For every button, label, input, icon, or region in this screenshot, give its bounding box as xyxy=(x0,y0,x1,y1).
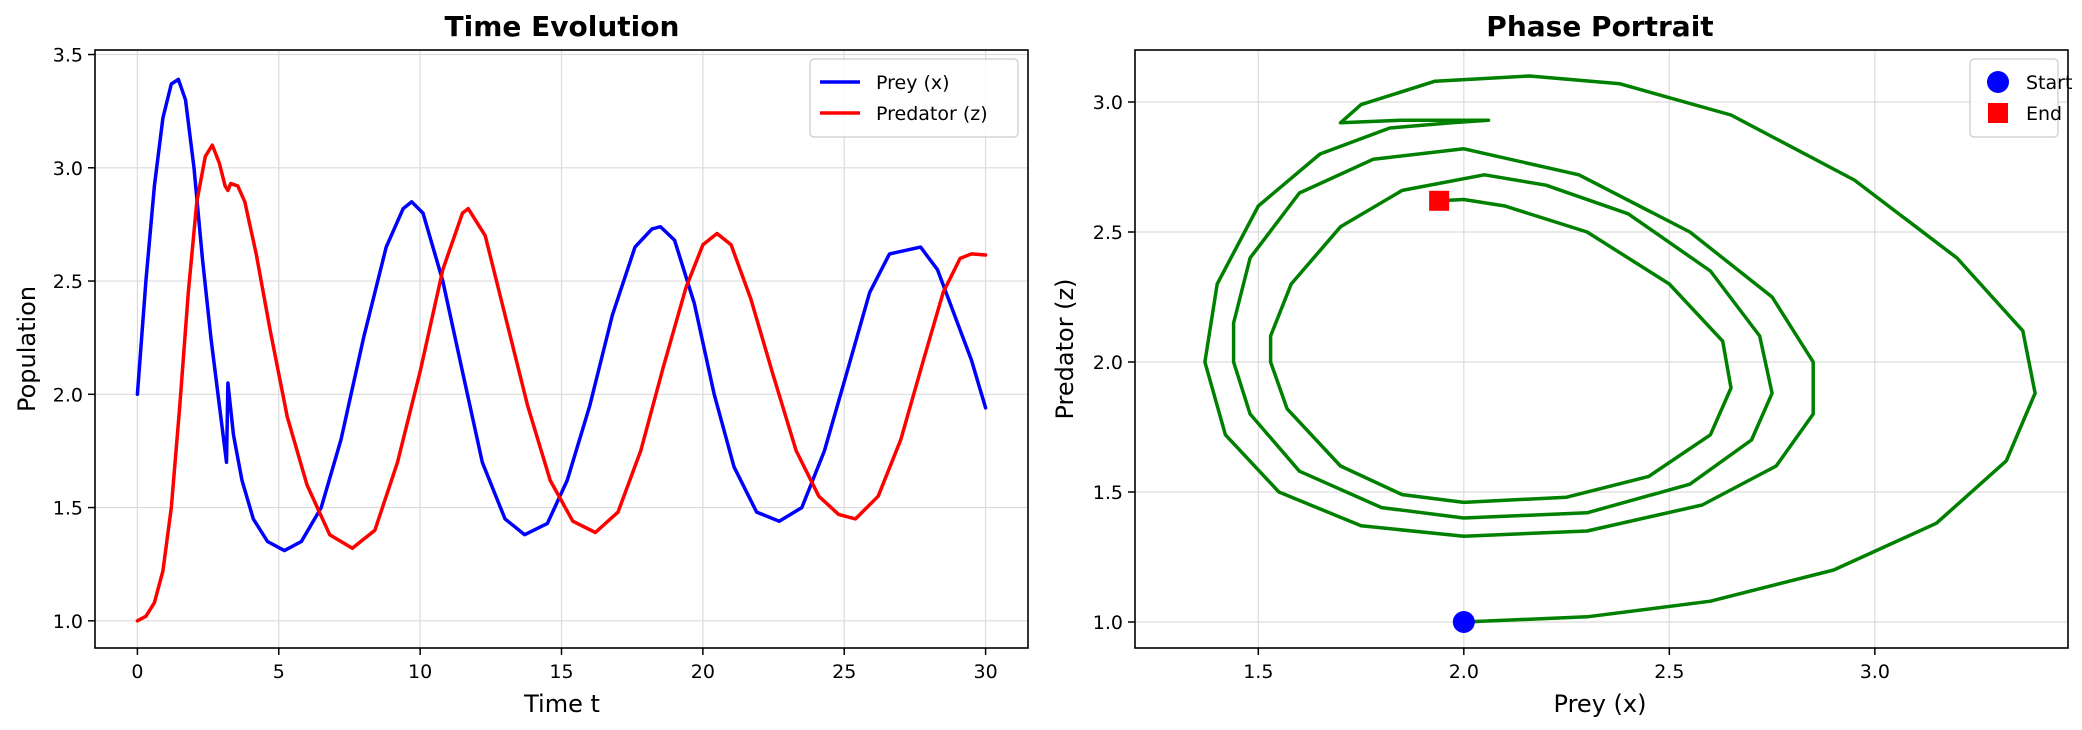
phase-portrait-panel: Phase Portrait 1.5 2.0 2.5 3.0 1.0 1.5 2.0 2.5… xyxy=(1051,10,2072,718)
y-tick-label: 2.0 xyxy=(53,384,83,406)
y-tick-label: 1.5 xyxy=(53,498,83,520)
legend-label: Start xyxy=(2026,72,2072,94)
x-axis-label: Time t xyxy=(523,690,600,718)
chart-title: Phase Portrait xyxy=(1486,10,1713,43)
chart-title: Time Evolution xyxy=(445,10,680,43)
x-axis-ticks: 0 5 10 15 20 25 30 xyxy=(131,648,998,683)
x-tick-label: 20 xyxy=(691,661,715,683)
x-tick-label: 25 xyxy=(832,661,856,683)
y-tick-label: 1.0 xyxy=(1093,612,1123,634)
legend: Start End xyxy=(1969,58,2072,138)
plot-area xyxy=(135,77,988,623)
legend-marker xyxy=(1988,103,2008,123)
x-tick-label: 10 xyxy=(408,661,432,683)
axes-frame xyxy=(1134,49,2069,649)
legend: Prey (x) Predator (z) xyxy=(809,58,1019,138)
grid xyxy=(95,50,1028,648)
grid xyxy=(1135,50,2068,648)
y-tick-label: 3.0 xyxy=(1093,92,1123,114)
end-marker xyxy=(1429,190,1450,211)
x-axis-ticks: 1.5 2.0 2.5 3.0 xyxy=(1243,648,1890,683)
x-tick-label: 0 xyxy=(131,661,143,683)
x-tick-label: 1.5 xyxy=(1243,661,1273,683)
y-tick-label: 2.5 xyxy=(1093,222,1123,244)
x-tick-label: 2.5 xyxy=(1654,661,1684,683)
y-tick-label: 3.0 xyxy=(53,158,83,180)
x-tick-label: 2.0 xyxy=(1449,661,1479,683)
x-axis-label: Prey (x) xyxy=(1554,690,1647,718)
legend-box xyxy=(809,58,1019,138)
y-axis-label: Predator (z) xyxy=(1051,278,1079,419)
time-evolution-panel: Time Evolution 0 5 10 15 20 25 30 1.0 1.5 2.0 2.5… xyxy=(13,10,1029,718)
y-tick-label: 2.0 xyxy=(1093,352,1123,374)
x-tick-label: 3.0 xyxy=(1860,661,1890,683)
y-axis-ticks: 1.0 1.5 2.0 2.5 3.0 xyxy=(1093,92,1135,634)
y-tick-label: 2.5 xyxy=(53,271,83,293)
legend-label: Predator (z) xyxy=(876,103,988,125)
legend-marker xyxy=(1987,71,2009,93)
trajectory-line xyxy=(1203,74,2037,624)
y-tick-label: 3.5 xyxy=(53,45,83,67)
y-tick-label: 1.5 xyxy=(1093,482,1123,504)
legend-label: Prey (x) xyxy=(876,72,950,94)
y-axis-ticks: 1.0 1.5 2.0 2.5 3.0 3.5 xyxy=(53,45,95,633)
predator-z-line xyxy=(135,143,988,623)
start-marker xyxy=(1452,611,1475,633)
y-tick-label: 1.0 xyxy=(53,611,83,633)
x-tick-label: 15 xyxy=(549,661,573,683)
legend-label: End xyxy=(2026,103,2062,125)
plot-area xyxy=(1203,74,2037,633)
prey-x-line xyxy=(135,77,988,553)
x-tick-label: 30 xyxy=(973,661,997,683)
legend-box xyxy=(1969,58,2059,138)
x-tick-label: 5 xyxy=(273,661,285,683)
y-axis-label: Population xyxy=(13,286,41,412)
